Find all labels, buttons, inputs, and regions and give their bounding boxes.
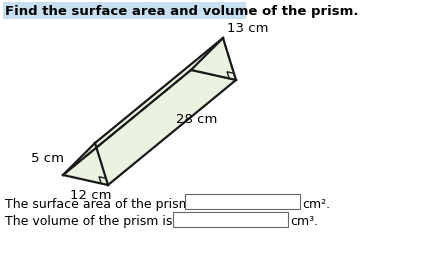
Text: The surface area of the prism is: The surface area of the prism is xyxy=(5,198,205,211)
Text: 28 cm: 28 cm xyxy=(176,113,217,126)
Text: 12 cm: 12 cm xyxy=(70,189,111,202)
Polygon shape xyxy=(95,38,236,185)
Text: cm³.: cm³. xyxy=(290,215,318,228)
Polygon shape xyxy=(63,70,236,185)
Text: Find the surface area and volume of the prism.: Find the surface area and volume of the … xyxy=(5,4,358,18)
FancyBboxPatch shape xyxy=(185,194,300,209)
Text: 5 cm: 5 cm xyxy=(31,153,64,166)
FancyBboxPatch shape xyxy=(173,212,288,227)
Text: 13 cm: 13 cm xyxy=(227,22,269,35)
Text: The volume of the prism is: The volume of the prism is xyxy=(5,215,173,228)
Polygon shape xyxy=(191,38,236,80)
Polygon shape xyxy=(63,143,108,185)
Polygon shape xyxy=(63,38,223,175)
Text: cm².: cm². xyxy=(302,198,330,211)
FancyBboxPatch shape xyxy=(3,2,246,19)
